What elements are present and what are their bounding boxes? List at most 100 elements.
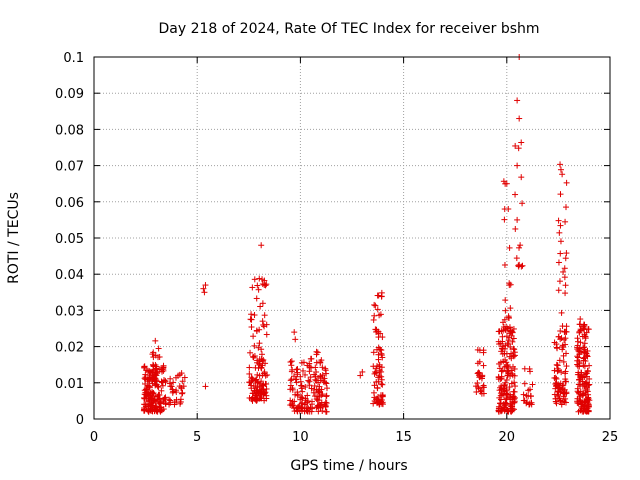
data-point — [583, 370, 590, 377]
data-point — [554, 365, 561, 372]
data-point — [474, 346, 481, 353]
data-point — [153, 365, 160, 372]
data-point — [498, 386, 505, 393]
data-point — [521, 365, 528, 372]
data-point — [292, 336, 299, 343]
data-point — [580, 390, 587, 397]
data-point — [148, 390, 155, 397]
data-point — [480, 349, 487, 356]
data-point — [563, 179, 570, 186]
data-point — [509, 329, 516, 336]
data-point — [508, 367, 515, 374]
data-point — [560, 358, 567, 365]
data-point — [576, 358, 583, 365]
data-point — [258, 346, 265, 353]
data-point — [179, 378, 186, 385]
data-point — [520, 397, 527, 404]
data-point — [574, 335, 581, 342]
x-tick-label: 5 — [193, 430, 201, 445]
data-point — [552, 385, 559, 392]
data-point — [370, 316, 377, 323]
data-point — [499, 391, 506, 398]
x-tick-label: 25 — [602, 430, 619, 445]
data-point — [293, 379, 300, 386]
data-point — [155, 345, 162, 352]
data-point — [496, 360, 503, 367]
data-point — [297, 378, 304, 385]
data-point — [246, 370, 253, 377]
data-point — [575, 381, 582, 388]
data-point — [563, 204, 570, 211]
data-point — [379, 334, 386, 341]
data-point — [472, 383, 479, 390]
data-point — [562, 290, 569, 297]
data-point — [249, 284, 256, 291]
data-point — [508, 332, 515, 339]
data-point — [250, 333, 257, 340]
data-point — [552, 395, 559, 402]
data-point — [502, 399, 509, 406]
data-point — [253, 376, 260, 383]
data-point — [142, 380, 149, 387]
data-point — [152, 337, 159, 344]
data-point — [303, 407, 310, 414]
data-point — [511, 346, 518, 353]
data-point — [498, 368, 505, 375]
data-point — [509, 370, 516, 377]
data-point — [141, 363, 148, 370]
data-point — [516, 261, 523, 268]
data-point — [554, 362, 561, 369]
data-point — [247, 349, 254, 356]
data-point — [474, 370, 481, 377]
data-point — [561, 336, 568, 343]
data-point — [177, 400, 184, 407]
data-point — [261, 281, 268, 288]
data-point — [585, 402, 592, 409]
data-point — [157, 366, 164, 373]
y-tick-label: 0.1 — [63, 51, 84, 66]
y-tick-label: 0.06 — [55, 196, 84, 211]
data-point — [309, 398, 316, 405]
data-point — [506, 324, 513, 331]
data-point — [557, 397, 564, 404]
data-point — [562, 395, 569, 402]
data-point — [317, 402, 324, 409]
data-point — [253, 388, 260, 395]
data-point — [202, 282, 209, 289]
data-point — [558, 309, 565, 316]
data-point — [158, 387, 165, 394]
data-point — [375, 344, 382, 351]
data-point — [307, 355, 314, 362]
data-point — [260, 356, 267, 363]
data-point — [370, 349, 377, 356]
x-tick-label: 20 — [499, 430, 516, 445]
data-point — [181, 374, 188, 381]
data-point — [555, 287, 562, 294]
data-point — [374, 399, 381, 406]
data-point — [178, 384, 185, 391]
data-point — [557, 222, 564, 229]
data-point — [376, 363, 383, 370]
data-point — [578, 405, 585, 412]
data-point — [551, 367, 558, 374]
data-point — [292, 391, 299, 398]
data-point — [562, 218, 569, 225]
data-point — [555, 217, 562, 224]
data-point — [514, 162, 521, 169]
data-point — [518, 139, 525, 146]
data-point — [574, 385, 581, 392]
y-tick-label: 0.03 — [55, 304, 84, 319]
data-point — [551, 375, 558, 382]
data-point — [516, 244, 523, 251]
data-point — [501, 216, 508, 223]
data-point — [322, 404, 329, 411]
data-point — [152, 361, 159, 368]
data-point — [314, 393, 321, 400]
data-point — [499, 407, 506, 414]
data-point — [505, 313, 512, 320]
data-point — [293, 405, 300, 412]
data-point — [514, 216, 521, 223]
data-point — [288, 362, 295, 369]
data-point — [575, 354, 582, 361]
